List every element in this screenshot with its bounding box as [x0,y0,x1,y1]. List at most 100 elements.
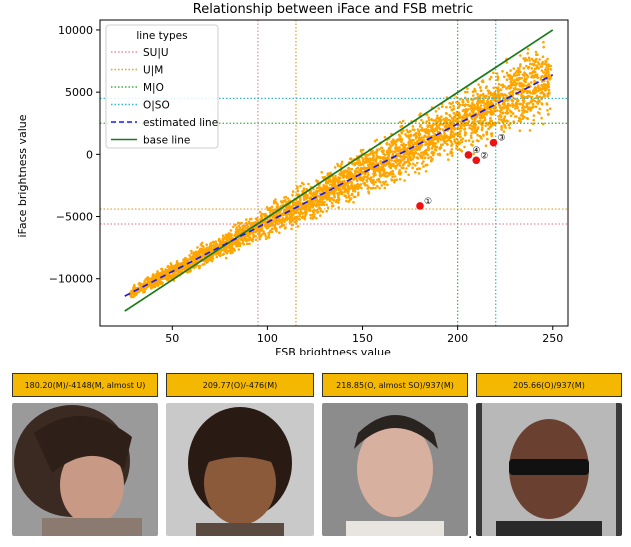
scatter-point [334,200,338,204]
scatter-point [264,234,268,238]
footnote-mark: . [468,526,473,542]
scatter-point [275,205,279,209]
scatter-point [541,74,544,78]
scatter-point [436,130,440,134]
scatter-point [342,172,346,176]
scatter-point [319,209,323,213]
y-axis-label: iFace brightness value [16,114,29,237]
scatter-point [140,289,143,292]
scatter-point [434,110,438,113]
scatter-point [414,164,417,167]
scatter-point [234,223,237,227]
scatter-point [320,170,324,174]
scatter-point [503,120,507,123]
scatter-point [461,100,465,104]
scatter-point [437,107,441,110]
scatter-point [384,175,388,178]
scatter-point [499,113,502,117]
scatter-point [374,173,377,177]
scatter-point [540,90,544,94]
scatter-point [345,190,349,193]
scatter-point [500,125,503,128]
scatter-point [399,159,402,163]
scatter-point [305,212,308,215]
scatter-point [405,128,409,132]
scatter-point [543,85,546,88]
scatter-point [293,220,297,224]
scatter-point [411,125,415,128]
photo-label-3: 218.85(O, almost SO)/937(M) [322,373,468,397]
scatter-point [449,151,452,155]
scatter-point [408,158,412,161]
scatter-point [263,214,267,218]
scatter-point [497,115,500,118]
scatter-point [473,89,476,93]
scatter-point [528,59,531,62]
scatter-point [197,250,200,254]
legend-title: line types [136,30,187,42]
scatter-point [311,204,315,207]
scatter-point [407,173,411,177]
scatter-point [424,143,427,146]
scatter-point [448,101,451,105]
scatter-point [260,227,264,231]
scatter-point [259,218,262,221]
scatter-point [467,139,471,142]
scatter-point [431,118,434,122]
scatter-point [427,118,431,122]
scatter-point [316,200,320,204]
scatter-point [426,153,430,157]
scatter-point [246,238,250,241]
scatter-point [147,280,150,283]
scatter-point [393,175,397,178]
scatter-point [345,199,348,203]
scatter-point [531,105,535,109]
scatter-point [358,185,361,189]
scatter-point [513,87,517,90]
scatter-point [545,102,549,105]
scatter-point [497,82,501,86]
scatter-point [447,158,450,161]
scatter-point [452,117,455,121]
scatter-point [425,148,428,152]
scatter-point [377,177,381,181]
scatter-point [347,166,351,170]
scatter-point [403,179,406,182]
scatter-point [233,242,237,246]
scatter-point [540,62,543,66]
scatter-point [449,106,452,109]
scatter-point [264,237,268,240]
scatter-point [427,116,430,119]
scatter-point [466,100,470,104]
scatter-point [412,134,416,137]
scatter-point [343,175,347,178]
scatter-point [536,84,540,87]
scatter-point [436,114,439,118]
scatter-point [328,172,332,175]
scatter-point [439,133,443,137]
scatter-point [377,148,381,151]
scatter-point [463,145,466,149]
scatter-point [422,165,425,168]
scatter-point [309,205,313,208]
scatter-point [535,57,538,61]
scatter-point [315,217,318,220]
scatter-point [299,184,302,188]
scatter-point [471,110,474,114]
x-tick-label: 200 [447,332,468,345]
scatter-point [289,210,293,214]
scatter-point [312,188,315,191]
scatter-point [165,275,168,278]
scatter-point [211,240,215,244]
scatter-point [276,222,280,226]
scatter-point [415,144,419,148]
scatter-point [505,78,509,81]
scatter-point [350,183,353,187]
scatter-point [266,236,270,239]
scatter-point [522,108,525,112]
scatter-point [424,131,428,135]
scatter-point [487,92,491,95]
scatter-point [427,148,430,152]
scatter-point [210,248,214,251]
scatter-point [317,186,321,189]
